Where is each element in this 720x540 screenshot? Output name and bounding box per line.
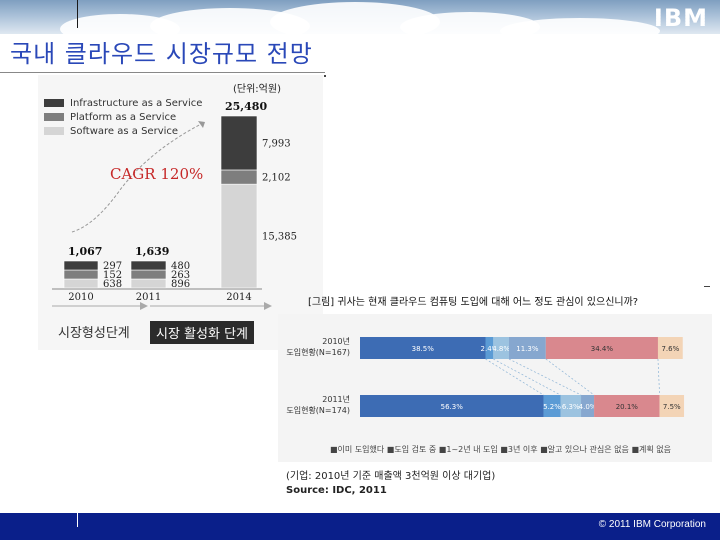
legend-item-paas: Platform as a Service xyxy=(44,110,202,124)
hbar-value-0-4: 34.4% xyxy=(591,345,614,353)
hbar-segment-1-1 xyxy=(543,395,561,417)
segment-label-2011-1: 263 xyxy=(171,270,190,281)
hbar-segment-0-1 xyxy=(485,337,494,359)
hbar-value-1-0: 56.3% xyxy=(441,403,464,411)
title-underline xyxy=(0,72,325,73)
hbar-segment-1-3 xyxy=(581,395,595,417)
legend-item-iaas: Infrastructure as a Service xyxy=(44,96,202,110)
x-tick-2010: 2010 xyxy=(68,292,93,303)
header-banner: IBM xyxy=(0,0,720,34)
x-tick-2014: 2014 xyxy=(226,292,251,303)
hbar-connector-0 xyxy=(485,358,544,396)
chart-footnote: (기업: 2010년 기준 매출액 3천억원 이상 대기업) xyxy=(286,471,496,482)
legend-label-saas: Software as a Service xyxy=(70,125,179,137)
ibm-logo: IBM xyxy=(653,4,708,32)
hbar-value-0-1: 2.4% xyxy=(481,345,499,353)
segment-label-2014-1: 2,102 xyxy=(262,173,291,184)
header-divider xyxy=(77,0,78,28)
hbar-value-1-4: 20.1% xyxy=(616,403,639,411)
arrowhead-formation xyxy=(140,302,148,310)
category-label-1-0: 2011년 xyxy=(322,394,350,404)
cagr-annotation: CAGR 120% xyxy=(110,165,204,183)
cagr-arrowhead xyxy=(198,121,205,128)
hbar-connector-2 xyxy=(508,358,582,396)
hbar-value-0-3: 11.3% xyxy=(516,345,539,353)
legend-label-paas: Platform as a Service xyxy=(70,111,177,123)
total-label-2010: 1,067 xyxy=(68,245,102,258)
hbar-connector-4 xyxy=(657,358,660,396)
footer-divider xyxy=(77,513,78,527)
chart-source: Source: IDC, 2011 xyxy=(286,485,387,496)
hbar-connector-1 xyxy=(493,358,561,396)
total-label-2014: 25,480 xyxy=(225,100,267,113)
stage-label-formation: 시장형성단계 xyxy=(58,326,130,341)
bar-segment-2010-2 xyxy=(63,260,99,271)
slide-mark xyxy=(704,286,710,287)
corner-mark xyxy=(324,75,326,77)
hbar-value-1-2: 6.3% xyxy=(562,403,580,411)
hbar-segment-1-5 xyxy=(659,395,685,417)
adoption-chart-legend: ■이미 도입했다 ■도입 검토 중 ■1~2년 내 도입 ■3년 이후 ■알고 … xyxy=(330,445,671,454)
legend-swatch-paas xyxy=(44,113,64,121)
bar-segment-2014-0 xyxy=(220,183,258,289)
hbar-segment-1-0 xyxy=(360,395,544,417)
cagr-trend-arrow xyxy=(71,121,206,233)
hbar-value-1-3: 4.0% xyxy=(579,403,597,411)
hbar-value-0-0: 38.5% xyxy=(412,345,435,353)
segment-label-2011-2: 480 xyxy=(171,261,190,272)
total-label-2011: 1,639 xyxy=(135,245,169,258)
unit-label: (단위:억원) xyxy=(233,84,281,95)
hbar-segment-0-2 xyxy=(493,337,509,359)
segment-label-2014-2: 7,993 xyxy=(262,138,291,149)
category-label-0-0: 2010년 xyxy=(322,336,350,346)
legend-item-saas: Software as a Service xyxy=(44,124,202,138)
stage-label-activation: 시장 활성화 단계 xyxy=(150,321,254,344)
hbar-segment-0-3 xyxy=(508,337,546,359)
category-label-0-1: 도입현황(N=167) xyxy=(286,347,350,357)
bar-segment-2011-2 xyxy=(130,260,167,271)
category-label-1-1: 도입현황(N=174) xyxy=(286,405,350,415)
hbar-value-0-5: 7.6% xyxy=(661,345,679,353)
arrowhead-activation xyxy=(264,302,272,310)
segment-label-2010-2: 297 xyxy=(103,261,122,272)
market-size-chart-panel xyxy=(38,75,323,350)
hbar-segment-1-4 xyxy=(594,395,660,417)
segment-label-2010-0: 638 xyxy=(103,279,122,290)
hbar-segment-1-2 xyxy=(560,395,582,417)
hbar-value-0-2: 4.8% xyxy=(492,345,510,353)
hbar-value-1-5: 7.5% xyxy=(663,403,681,411)
legend-swatch-iaas xyxy=(44,99,64,107)
segment-label-2011-0: 896 xyxy=(171,279,190,290)
market-chart-legend: Infrastructure as a Service Platform as … xyxy=(44,96,202,138)
bar-segment-2014-2 xyxy=(220,115,258,171)
segment-label-2014-0: 15,385 xyxy=(262,232,297,243)
hbar-segment-0-4 xyxy=(545,337,658,359)
footer-bar: © 2011 IBM Corporation xyxy=(0,513,720,540)
hbar-segment-0-5 xyxy=(657,337,683,359)
x-tick-2011: 2011 xyxy=(136,292,161,303)
legend-swatch-saas xyxy=(44,127,64,135)
survey-chart-title: [그림] 귀사는 현재 클라우드 컴퓨팅 도입에 대해 어느 정도 관심이 있으… xyxy=(308,297,639,308)
legend-label-iaas: Infrastructure as a Service xyxy=(70,97,203,109)
hbar-value-1-1: 5.2% xyxy=(543,403,561,411)
segment-label-2010-1: 152 xyxy=(103,270,122,281)
copyright-text: © 2011 IBM Corporation xyxy=(598,519,706,530)
hbar-segment-0-0 xyxy=(360,337,486,359)
slide-title: 국내 클라우드 시장규모 전망 xyxy=(10,40,313,68)
